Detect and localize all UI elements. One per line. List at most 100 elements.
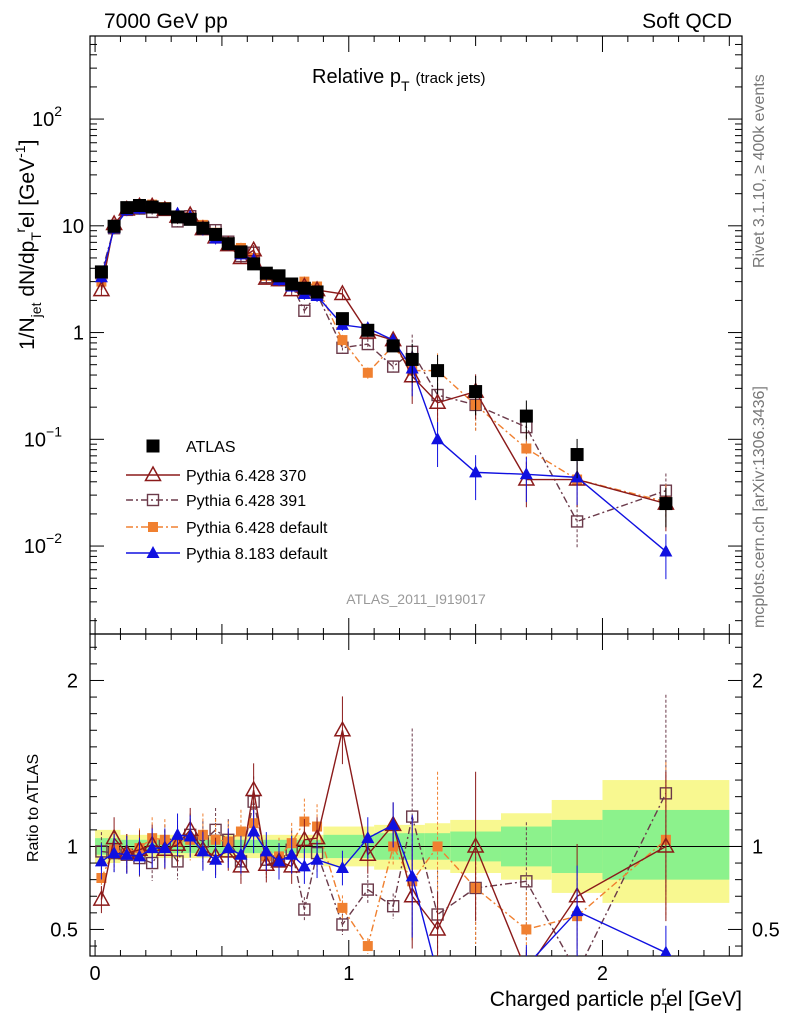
point-atlas-20 (386, 339, 400, 353)
ratio-tick-label-right-2: 2 (752, 670, 763, 692)
ratio-point-p8def-5 (158, 841, 172, 854)
point-atlas-24 (519, 409, 533, 423)
y-tick-label-1: 10−1 (24, 423, 62, 451)
point-atlas-25 (570, 448, 584, 462)
ratio-tick-label-right-1: 1 (752, 836, 763, 858)
point-p370-0 (92, 280, 111, 297)
series-main-atlas (94, 198, 673, 528)
ratio-point-p6def-24 (521, 924, 532, 935)
y-tick-exp: 2 (54, 103, 62, 119)
legend-label-p391: Pythia 6.428 391 (186, 493, 306, 510)
y-tick-base: 10 (32, 109, 54, 131)
ratio-point-p8def-1 (107, 846, 121, 859)
y-tick-exp: −2 (46, 530, 62, 546)
point-p391-25 (570, 515, 584, 528)
y-label-end: el [GeV (16, 158, 39, 228)
point-atlas-13 (259, 266, 273, 280)
point-p391-16 (298, 304, 311, 317)
y-label-sub1: jet (28, 302, 44, 318)
point-p8def-23 (469, 465, 483, 478)
ratio-point-p8def-11 (234, 847, 248, 860)
point-atlas-17 (310, 285, 324, 299)
y-tick-base: 10 (24, 536, 46, 558)
legend-label-p370: Pythia 6.428 370 (186, 468, 306, 485)
point-atlas-6 (171, 210, 185, 224)
legend-marker-p391 (146, 493, 160, 507)
ratio-point-p8def-7 (183, 829, 197, 842)
ratio-point-p6def-22 (432, 841, 443, 852)
rivet-label: Rivet 3.1.10, ≥ 400k events (751, 74, 768, 268)
legend-label-p6def: Pythia 6.428 default (186, 520, 328, 537)
ratio-point-p8def-21 (405, 869, 419, 882)
ratio-point-p8def-0 (94, 854, 108, 867)
point-atlas-26 (659, 497, 673, 511)
y-tick-label-4: 102 (32, 103, 62, 131)
y-tick-exp: −1 (46, 423, 62, 439)
point-p370-18 (333, 284, 352, 301)
point-atlas-1 (107, 219, 121, 233)
point-atlas-18 (335, 312, 349, 326)
ratio-point-p8def-20 (386, 817, 400, 830)
x-label-sup: r (661, 983, 666, 999)
header-right: Soft QCD (642, 10, 732, 33)
series-ratio-p8def (94, 802, 672, 956)
legend-marker-p8def (146, 546, 160, 558)
y-tick-label-2: 1 (73, 323, 84, 345)
point-p8def-26 (659, 544, 673, 557)
ratio-point-p391-18 (336, 918, 349, 931)
point-p370-22 (428, 393, 447, 410)
ratio-plot-frame (89, 633, 743, 957)
ratio-point-p370-18 (333, 720, 352, 737)
x-tick-label-1: 1 (343, 963, 354, 985)
point-atlas-12 (247, 257, 261, 271)
ratio-point-p391-24 (520, 875, 533, 888)
legend-label-p8def: Pythia 8.183 default (186, 546, 328, 563)
y-tick-label-0: 10−2 (24, 530, 62, 558)
y-label-sup3: -1 (12, 145, 28, 158)
point-atlas-2 (120, 201, 134, 215)
x-tick-label-2: 2 (597, 963, 608, 985)
ratio-tick-label-left-0: 0.5 (50, 919, 78, 941)
legend-marker-atlas (146, 439, 160, 453)
point-atlas-8 (196, 221, 210, 235)
ratio-frame-box (89, 633, 743, 957)
point-atlas-11 (234, 245, 248, 259)
ratio-point-p370-22 (428, 919, 447, 936)
point-atlas-9 (209, 227, 223, 241)
y-tick-base: 1 (73, 323, 84, 345)
legend-label-atlas: ATLAS (186, 439, 236, 456)
y-label-a: 1/N (16, 317, 39, 350)
ratio-point-p370-16 (295, 830, 314, 847)
ratio-point-p370-0 (92, 890, 111, 906)
y-tick-base: 10 (62, 216, 84, 238)
legend-marker-p6def (148, 522, 158, 532)
ratio-tick-label-left-1: 1 (67, 836, 78, 858)
plot-title-main: Relative p (312, 66, 401, 88)
ratio-point-p370-12 (244, 780, 263, 797)
ratio-point-p8def-13 (259, 844, 273, 857)
ratio-point-p8def-16 (297, 859, 311, 872)
plot-title-suffix: (track jets) (416, 70, 486, 87)
point-atlas-22 (431, 364, 445, 378)
ratio-point-p8def-18 (335, 861, 349, 874)
point-atlas-7 (183, 212, 197, 226)
point-atlas-0 (94, 265, 108, 279)
ratio-point-p6def-18 (337, 902, 348, 913)
point-p391-20 (386, 360, 400, 373)
point-p6def-18 (337, 335, 348, 346)
ratio-point-p370-26 (657, 836, 675, 853)
point-atlas-5 (158, 202, 172, 216)
ratio-point-p391-19 (361, 883, 374, 896)
point-p6def-24 (521, 443, 532, 454)
point-atlas-23 (469, 385, 483, 399)
ratio-point-p370-19 (359, 845, 377, 862)
ratio-point-p8def-6 (171, 827, 185, 840)
header-left: 7000 GeV pp (104, 10, 228, 33)
ratio-point-p8def-26 (660, 945, 672, 956)
point-atlas-16 (297, 281, 311, 295)
y-axis-label: 1/Njet dN/dpTrel [GeV-1] (12, 140, 44, 350)
mcplots-label: mcplots.cern.ch [arXiv:1306.3436] (751, 386, 768, 628)
point-p6def-19 (362, 367, 373, 378)
